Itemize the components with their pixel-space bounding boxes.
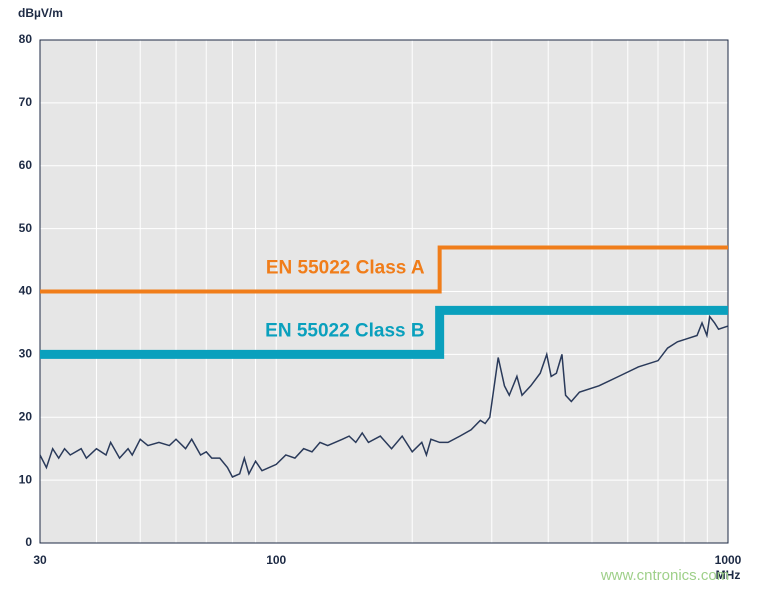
y-tick-label: 20 (19, 409, 33, 423)
series-label: EN 55022 Class B (265, 320, 425, 341)
y-axis-label: dBµV/m (18, 6, 63, 20)
x-axis-label: MHz (716, 568, 741, 582)
y-tick-label: 60 (19, 158, 33, 172)
series-line (39, 314, 729, 478)
y-tick-label: 0 (25, 535, 32, 549)
y-tick-label: 40 (19, 284, 33, 298)
x-tick-label: 100 (266, 553, 286, 567)
y-tick-label: 80 (19, 32, 33, 46)
x-tick-label: 30 (33, 553, 47, 567)
y-tick-label: 30 (19, 347, 33, 361)
watermark: www.cntronics.com (600, 567, 729, 584)
series-line (40, 305, 728, 359)
y-tick-label: 50 (19, 221, 33, 235)
y-tick-label: 10 (19, 472, 33, 486)
y-tick-label: 70 (19, 95, 33, 109)
series-line (40, 245, 728, 294)
x-tick-label: 1000 (715, 553, 742, 567)
series-label: EN 55022 Class A (266, 258, 425, 279)
